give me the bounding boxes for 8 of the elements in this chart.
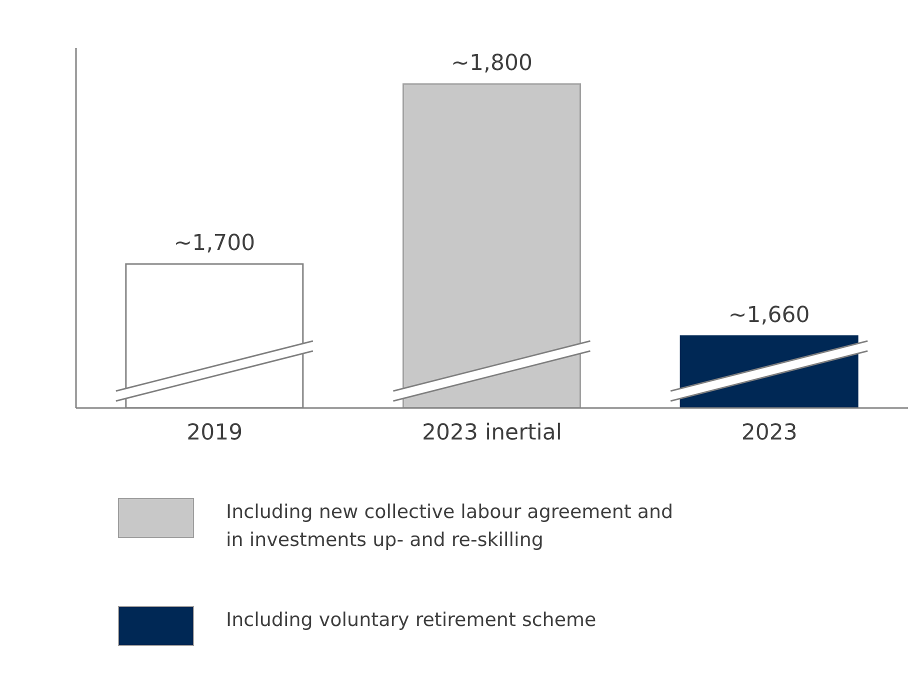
- x-tick-label: 2023 inertial: [422, 420, 562, 446]
- data-label: ~1,800: [451, 51, 532, 76]
- x-tick-label: 2023: [741, 420, 798, 446]
- data-label: ~1,660: [728, 303, 810, 328]
- text: Including new collective labour agreement and in investments up- and re-skilling: [226, 500, 674, 553]
- text: Including voluntary retirement scheme: [226, 608, 598, 633]
- x-tick-label: 2019: [186, 420, 243, 446]
- data-label: ~1,700: [174, 231, 256, 256]
